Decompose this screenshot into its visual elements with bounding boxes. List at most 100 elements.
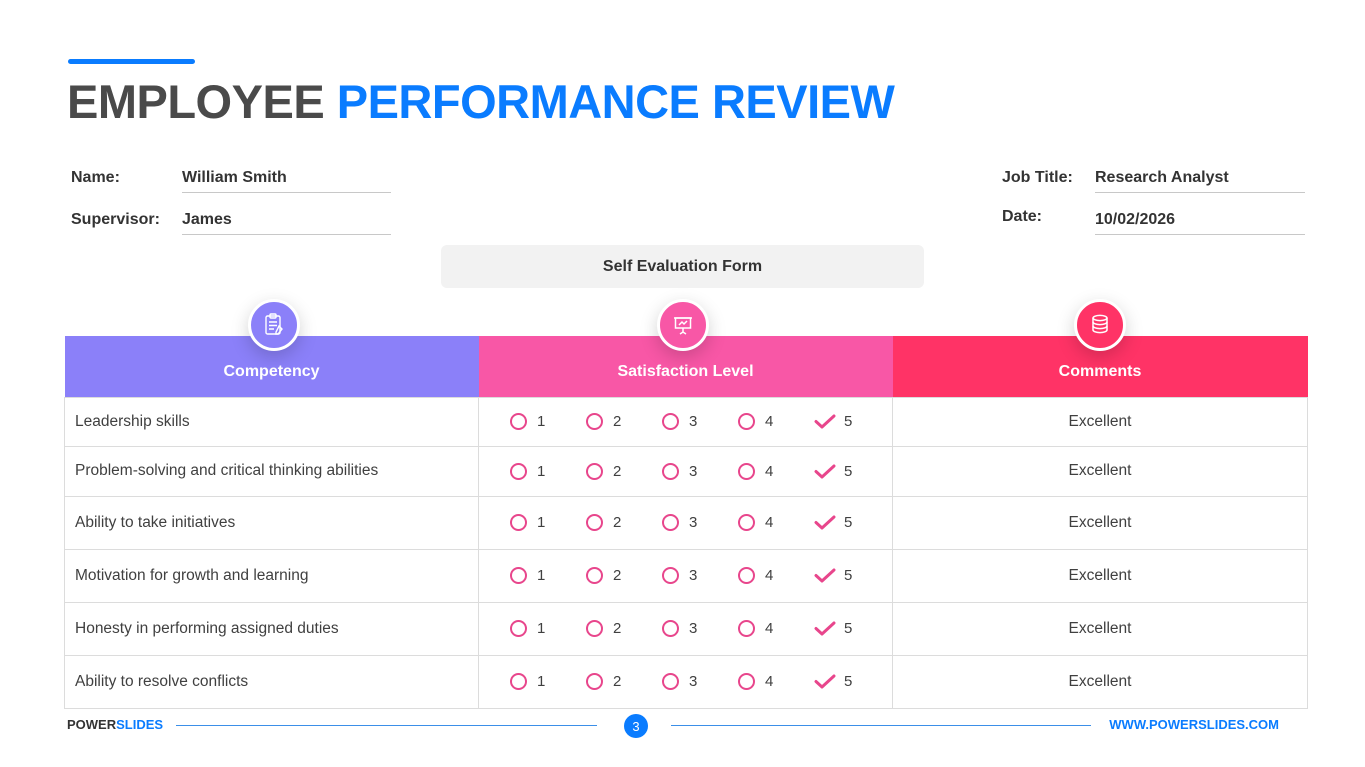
radio-circle-icon: [510, 567, 527, 584]
rating-label: 1: [537, 514, 546, 531]
satisfaction-cell: 1 2 3 4 5: [478, 654, 893, 709]
rating-label: 3: [689, 514, 698, 531]
radio-circle-icon: [510, 462, 527, 480]
footer-divider-left: [176, 725, 597, 726]
checkmark-icon: [814, 568, 836, 583]
footer-divider-right: [671, 725, 1091, 726]
rating-option-4[interactable]: 4: [738, 514, 814, 531]
rating-option-3[interactable]: 3: [662, 567, 738, 584]
name-label: Name:: [71, 169, 120, 186]
comment-cell: Excellent: [892, 445, 1308, 497]
satisfaction-cell: 1 2 3 4 5: [478, 396, 893, 447]
competency-cell: Honesty in performing assigned duties: [64, 601, 479, 656]
checkmark-icon: [814, 674, 836, 689]
checkmark-icon: [814, 515, 836, 530]
rating-label: 5: [844, 620, 853, 637]
rating-label: 4: [765, 514, 774, 531]
rating-label: 3: [689, 567, 698, 584]
rating-option-2[interactable]: 2: [586, 673, 662, 690]
rating-label: 5: [844, 462, 853, 480]
rating-option-1[interactable]: 1: [510, 673, 586, 690]
rating-label: 5: [844, 567, 853, 584]
rating-option-4[interactable]: 4: [738, 673, 814, 690]
date-label: Date:: [1002, 208, 1043, 225]
comment-cell: Excellent: [892, 654, 1308, 709]
rating-option-4[interactable]: 4: [738, 620, 814, 637]
date-field[interactable]: 10/02/2026: [1095, 211, 1305, 235]
radio-circle-icon: [510, 514, 527, 531]
rating-option-3[interactable]: 3: [662, 413, 738, 430]
rating-option-3[interactable]: 3: [662, 620, 738, 637]
rating-label: 2: [613, 567, 622, 584]
radio-circle-icon: [662, 673, 679, 690]
page-title-part1: EMPLOYEE: [67, 75, 325, 128]
title-accent-bar: [68, 59, 195, 64]
rating-option-5[interactable]: 5: [814, 413, 890, 430]
rating-label: 2: [613, 620, 622, 637]
rating-label: 1: [537, 462, 546, 480]
rating-label: 3: [689, 620, 698, 637]
rating-option-3[interactable]: 3: [662, 462, 738, 480]
rating-option-5[interactable]: 5: [814, 620, 890, 637]
rating-label: 2: [613, 514, 622, 531]
radio-circle-icon: [738, 620, 755, 637]
rating-option-5[interactable]: 5: [814, 514, 890, 531]
rating-label: 3: [689, 413, 698, 430]
rating-option-3[interactable]: 3: [662, 673, 738, 690]
footer-brand: POWERSLIDES: [67, 717, 163, 732]
rating-option-4[interactable]: 4: [738, 567, 814, 584]
rating-label: 4: [765, 673, 774, 690]
rating-label: 1: [537, 673, 546, 690]
rating-option-1[interactable]: 1: [510, 462, 586, 480]
radio-circle-icon: [586, 413, 603, 430]
rating-option-2[interactable]: 2: [586, 514, 662, 531]
rating-option-3[interactable]: 3: [662, 514, 738, 531]
comment-cell: Excellent: [892, 548, 1308, 603]
radio-circle-icon: [738, 567, 755, 584]
radio-circle-icon: [586, 673, 603, 690]
footer-url-link[interactable]: WWW.POWERSLIDES.COM: [1109, 717, 1279, 732]
table-row: Leadership skills 1 2 3 4 5 Excellent: [64, 396, 1308, 447]
radio-circle-icon: [662, 514, 679, 531]
rating-option-5[interactable]: 5: [814, 463, 890, 480]
rating-option-2[interactable]: 2: [586, 620, 662, 637]
rating-option-5[interactable]: 5: [814, 567, 890, 584]
radio-circle-icon: [586, 514, 603, 531]
radio-circle-icon: [586, 620, 603, 637]
rating-option-1[interactable]: 1: [510, 514, 586, 531]
radio-circle-icon: [510, 673, 527, 690]
rating-option-4[interactable]: 4: [738, 462, 814, 480]
comment-cell: Excellent: [892, 396, 1308, 447]
radio-circle-icon: [586, 462, 603, 480]
rating-option-4[interactable]: 4: [738, 413, 814, 430]
supervisor-label: Supervisor:: [71, 211, 160, 228]
rating-label: 5: [844, 514, 853, 531]
evaluation-table: Competency Satisfaction Level Comments L…: [64, 336, 1308, 709]
rating-option-1[interactable]: 1: [510, 620, 586, 637]
checkmark-icon: [814, 414, 836, 429]
job-title-label: Job Title:: [1002, 169, 1073, 186]
job-title-field[interactable]: Research Analyst: [1095, 169, 1305, 193]
satisfaction-options: 1 2 3 4 5: [479, 620, 892, 637]
rating-option-2[interactable]: 2: [586, 567, 662, 584]
radio-circle-icon: [738, 514, 755, 531]
radio-circle-icon: [586, 567, 603, 584]
rating-option-5[interactable]: 5: [814, 673, 890, 690]
supervisor-field[interactable]: James: [182, 211, 391, 235]
radio-circle-icon: [738, 673, 755, 690]
satisfaction-cell: 1 2 3 4 5: [478, 445, 893, 497]
name-field[interactable]: William Smith: [182, 169, 391, 193]
radio-circle-icon: [510, 620, 527, 637]
rating-label: 4: [765, 620, 774, 637]
competency-cell: Ability to take initiatives: [64, 495, 479, 550]
clipboard-icon: [248, 299, 300, 351]
rating-option-2[interactable]: 2: [586, 413, 662, 430]
rating-option-2[interactable]: 2: [586, 462, 662, 480]
table-row: Ability to take initiatives 1 2 3 4 5 Excellen…: [64, 495, 1308, 550]
satisfaction-options: 1 2 3 4 5: [479, 673, 892, 690]
rating-option-1[interactable]: 1: [510, 413, 586, 430]
satisfaction-options: 1 2 3 4 5: [479, 462, 892, 480]
rating-option-1[interactable]: 1: [510, 567, 586, 584]
page-title-part2: PERFORMANCE REVIEW: [336, 75, 895, 128]
rating-label: 1: [537, 567, 546, 584]
